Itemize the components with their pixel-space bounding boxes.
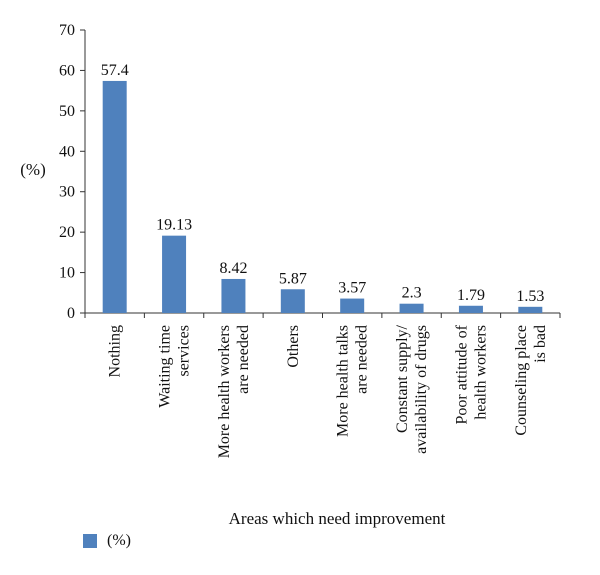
data-label: 57.4: [101, 62, 129, 79]
bar: [221, 278, 246, 313]
bar: [340, 298, 365, 313]
category-label-line: Constant supply/: [394, 324, 411, 433]
bar: [102, 80, 127, 313]
x-axis-title: Areas which need improvement: [229, 509, 446, 528]
category-label-line: More health talks: [335, 325, 352, 437]
category-label-line: Others: [285, 325, 302, 368]
category-label-line: are needed: [235, 325, 252, 394]
y-tick-label: 50: [59, 103, 75, 120]
category-label: Poor attitude of health workers: [453, 324, 489, 424]
data-label: 19.13: [156, 217, 192, 234]
category-label-line: Nothing: [107, 325, 124, 377]
bar: [458, 305, 483, 313]
y-axis: 0 10 20 30 40 50 60 70: [59, 22, 86, 322]
category-label: Counseling place is bad: [513, 325, 549, 436]
category-label-line: services: [176, 325, 193, 377]
category-label-line: Counseling place: [513, 325, 530, 436]
legend: (%): [83, 532, 131, 550]
category-label: Waiting time services: [157, 325, 193, 408]
category-label-line: More health workers: [216, 325, 233, 458]
data-label: 3.57: [338, 280, 366, 297]
category-labels: Nothing Waiting time services More health w…: [107, 324, 549, 458]
data-label: 5.87: [279, 270, 307, 287]
category-label-line: availability of drugs: [413, 325, 430, 454]
data-labels: 57.4 19.13 8.42 5.87 3.57 2.3 1.79 1.53: [101, 62, 545, 305]
category-label: More health workers are needed: [216, 325, 252, 458]
bars: [102, 80, 543, 313]
category-label-line: is bad: [532, 325, 549, 363]
legend-label: (%): [107, 532, 131, 549]
category-label: Nothing: [107, 325, 124, 377]
y-tick-label: 60: [59, 62, 75, 79]
y-tick-label: 0: [67, 305, 75, 322]
x-axis: [84, 312, 561, 318]
bar: [280, 289, 305, 313]
y-tick-label: 40: [59, 143, 75, 160]
data-label: 1.79: [457, 287, 485, 304]
data-label: 8.42: [219, 260, 247, 277]
legend-swatch: [83, 534, 97, 548]
y-tick-label: 10: [59, 265, 75, 282]
category-label-line: are needed: [354, 325, 371, 394]
category-label-line: Poor attitude of: [453, 324, 470, 424]
category-label-line: Waiting time: [157, 325, 174, 408]
y-tick-label: 30: [59, 184, 75, 201]
bar: [518, 306, 543, 313]
y-axis-title: (%): [20, 160, 45, 179]
bar: [399, 303, 424, 313]
bar: [162, 235, 187, 313]
category-label-line: health workers: [472, 325, 489, 420]
y-tick-label: 70: [59, 22, 75, 39]
y-tick-label: 20: [59, 224, 75, 241]
category-label: Others: [285, 325, 302, 368]
data-label: 1.53: [516, 288, 544, 305]
category-label: More health talks are needed: [335, 325, 371, 437]
data-label: 2.3: [402, 285, 422, 302]
category-label: Constant supply/availability of drugs: [394, 324, 430, 453]
